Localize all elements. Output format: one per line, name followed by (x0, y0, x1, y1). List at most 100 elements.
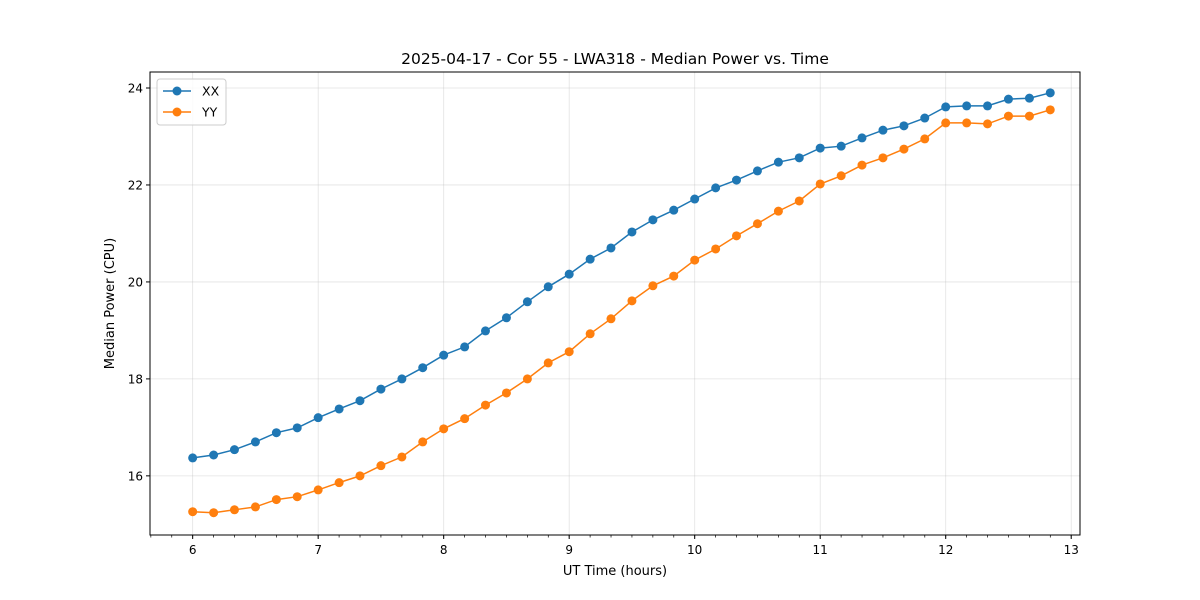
data-point-xx (899, 121, 909, 131)
x-axis-label: UT Time (hours) (563, 564, 667, 579)
data-point-yy (250, 502, 260, 512)
x-tick-label: 6 (189, 543, 197, 557)
data-point-xx (460, 342, 470, 352)
data-point-xx (669, 205, 679, 215)
x-tick-label: 10 (687, 543, 702, 557)
data-point-xx (815, 143, 825, 153)
data-point-yy (983, 119, 993, 129)
data-point-xx (773, 157, 783, 167)
data-point-xx (439, 350, 449, 360)
data-point-yy (376, 461, 386, 471)
data-point-yy (627, 296, 637, 306)
data-point-xx (271, 428, 281, 438)
data-point-xx (690, 194, 700, 204)
series-group (188, 88, 1055, 518)
x-tick-label: 7 (314, 543, 322, 557)
data-point-yy (1024, 111, 1034, 121)
data-point-yy (752, 219, 762, 229)
legend-label-xx: XX (202, 84, 220, 99)
data-point-xx (376, 384, 386, 394)
y-tick-label: 18 (128, 372, 143, 386)
data-point-xx (209, 450, 219, 460)
data-point-xx (229, 445, 239, 455)
data-point-xx (857, 133, 867, 143)
data-point-yy (648, 281, 658, 291)
data-point-yy (669, 271, 679, 281)
legend-marker-yy (172, 107, 182, 117)
data-point-yy (773, 206, 783, 216)
x-tick-label: 12 (938, 543, 953, 557)
data-point-yy (962, 118, 972, 128)
data-point-xx (627, 227, 637, 237)
data-point-yy (941, 118, 951, 128)
data-point-xx (313, 413, 323, 423)
y-tick-label: 22 (128, 178, 143, 192)
data-point-xx (1045, 88, 1055, 98)
y-tick-label: 24 (128, 81, 143, 95)
data-point-xx (250, 437, 260, 447)
data-point-xx (962, 101, 972, 111)
data-point-yy (292, 492, 302, 502)
data-point-xx (878, 125, 888, 135)
data-point-yy (585, 329, 595, 339)
data-point-yy (418, 437, 428, 447)
data-point-yy (878, 153, 888, 163)
data-point-yy (690, 255, 700, 265)
data-point-yy (313, 485, 323, 495)
data-point-yy (920, 134, 930, 144)
data-point-xx (397, 374, 407, 384)
data-point-xx (480, 326, 490, 336)
y-tick-label: 20 (128, 275, 143, 289)
data-point-yy (711, 244, 721, 254)
data-point-xx (1024, 93, 1034, 103)
data-point-xx (941, 102, 951, 112)
data-point-xx (648, 215, 658, 225)
legend: XX YY (156, 78, 227, 126)
y-axis-label: Median Power (CPU) (103, 238, 118, 369)
data-point-yy (815, 179, 825, 189)
chart-title: 2025-04-17 - Cor 55 - LWA318 - Median Po… (401, 50, 829, 68)
data-point-yy (522, 374, 532, 384)
data-point-yy (794, 196, 804, 206)
data-point-yy (209, 508, 219, 518)
data-point-xx (606, 243, 616, 253)
data-point-yy (501, 388, 511, 398)
data-point-yy (188, 507, 198, 517)
data-point-xx (752, 166, 762, 176)
data-point-xx (543, 282, 553, 292)
data-point-xx (564, 269, 574, 279)
data-point-yy (564, 347, 574, 357)
data-point-xx (522, 297, 532, 307)
legend-marker-xx (172, 86, 182, 96)
x-tick-label: 13 (1064, 543, 1079, 557)
x-tick-label: 9 (565, 543, 573, 557)
data-point-yy (355, 471, 365, 481)
data-point-yy (460, 414, 470, 424)
data-point-yy (229, 505, 239, 515)
x-tick-label: 8 (440, 543, 448, 557)
grid (150, 72, 1080, 535)
data-point-xx (585, 254, 595, 264)
data-point-yy (1003, 111, 1013, 121)
data-point-xx (920, 113, 930, 123)
data-point-xx (983, 101, 993, 111)
data-point-xx (501, 313, 511, 323)
data-point-xx (418, 363, 428, 373)
x-tick-label: 11 (813, 543, 828, 557)
data-point-xx (188, 453, 198, 463)
data-point-xx (355, 396, 365, 406)
data-point-yy (439, 424, 449, 434)
data-point-xx (334, 404, 344, 414)
data-point-yy (899, 144, 909, 154)
data-point-xx (731, 175, 741, 185)
data-point-yy (543, 358, 553, 368)
data-point-yy (836, 171, 846, 181)
data-point-xx (794, 153, 804, 163)
data-point-xx (292, 423, 302, 433)
data-point-yy (334, 478, 344, 488)
data-point-yy (271, 495, 281, 505)
data-point-yy (857, 160, 867, 170)
axes-frame (149, 71, 1081, 536)
data-point-yy (731, 231, 741, 241)
